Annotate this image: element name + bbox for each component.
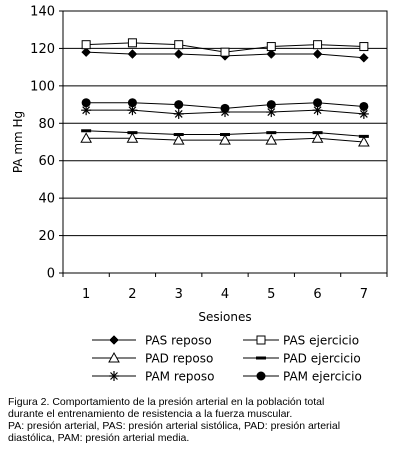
data-point-pad-ejercicio	[312, 131, 323, 135]
plot-frame	[62, 10, 388, 274]
data-point-pad-reposo	[219, 134, 231, 145]
data-point-pam-ejercicio	[81, 98, 91, 108]
data-point-pam-ejercicio	[220, 103, 230, 113]
legend-label-pas-ejercicio: PAS ejercicio	[283, 334, 359, 348]
y-tick-label: 40	[38, 192, 55, 207]
data-point-pas-reposo	[359, 52, 369, 63]
data-point-pas-ejercicio	[127, 38, 137, 48]
data-point-pad-ejercicio	[358, 134, 369, 138]
legend-label-pas-reposo: PAS reposo	[145, 334, 212, 348]
legend-marker-pas-ejercicio	[256, 335, 266, 345]
y-tick-label: 100	[30, 79, 55, 94]
data-point-pad-ejercicio	[127, 131, 138, 135]
y-tick-label: 0	[47, 267, 55, 282]
data-point-pam-ejercicio	[313, 98, 323, 108]
caption-line-1: Figura 2. Comportamiento de la presión a…	[8, 396, 325, 408]
data-point-pas-reposo	[81, 47, 91, 58]
y-tick-label: 20	[38, 229, 55, 244]
data-point-pam-ejercicio	[174, 100, 184, 110]
y-tick-label: 80	[38, 117, 55, 132]
legend-marker-pam-ejercicio	[256, 371, 266, 381]
chart: 0 20 40 60 80 100 120 140 1 2 3 4 5 6 7 Sesiones PA mm H…	[11, 5, 388, 384]
caption-line-2: durante el entrenamiento de resistencia …	[8, 408, 293, 420]
data-point-pad-reposo	[172, 134, 185, 145]
data-point-pas-ejercicio	[220, 47, 230, 57]
data-point-pas-ejercicio	[81, 40, 91, 50]
chart-svg: 0 20 40 60 80 100 120 140 1 2 3 4 5 6 7 Sesiones PA mm H…	[11, 5, 388, 384]
data-point-pas-ejercicio	[313, 40, 323, 50]
legend-label-pam-ejercicio: PAM ejercicio	[283, 370, 362, 384]
data-point-pad-reposo	[265, 134, 278, 145]
caption-line-3: PA: presión arterial, PAS: presión arter…	[8, 420, 341, 432]
data-point-pam-reposo	[173, 108, 184, 119]
legend-marker-pad-reposo	[108, 351, 120, 363]
legend-marker-pas-reposo	[109, 335, 119, 345]
legend-label-pad-ejercicio: PAD ejercicio	[283, 352, 361, 366]
y-tick-label: 140	[30, 5, 55, 20]
x-tick-label: 7	[360, 287, 368, 302]
x-tick-label: 6	[313, 287, 321, 302]
legend-marker-pam-reposo	[109, 371, 119, 381]
data-point-pad-ejercicio	[81, 129, 92, 133]
y-axis-label: PA mm Hg	[11, 111, 25, 173]
data-point-pas-ejercicio	[359, 42, 369, 52]
data-point-pad-ejercicio	[266, 131, 277, 135]
data-point-pas-reposo	[266, 49, 277, 59]
caption-line-4: diastólica, PAM: presión arterial media.	[8, 432, 190, 444]
data-point-pad-ejercicio	[220, 133, 230, 137]
data-point-pas-reposo	[127, 49, 138, 59]
y-tick-label: 60	[38, 154, 55, 169]
data-point-pad-reposo	[311, 132, 324, 143]
y-tick-label: 120	[30, 42, 55, 57]
data-point-pam-ejercicio	[127, 98, 137, 108]
x-axis-label: Sesiones	[198, 310, 251, 324]
legend-label-pam-reposo: PAM reposo	[145, 370, 214, 384]
data-point-pad-reposo	[358, 135, 370, 147]
data-point-pam-ejercicio	[266, 100, 276, 110]
x-tick-label: 2	[128, 287, 136, 302]
data-point-pas-ejercicio	[266, 42, 276, 52]
legend-marker-pad-ejercicio	[256, 356, 266, 360]
x-tick-label: 1	[82, 287, 90, 302]
data-point-pad-reposo	[80, 132, 92, 143]
data-point-pas-reposo	[312, 49, 323, 59]
data-point-pam-ejercicio	[359, 101, 369, 111]
x-tick-label: 5	[267, 287, 275, 302]
x-tick-label: 4	[221, 287, 229, 302]
legend-label-pad-reposo: PAD reposo	[145, 352, 213, 366]
data-point-pas-reposo	[173, 49, 184, 59]
data-point-pad-reposo	[126, 132, 139, 143]
x-tick-label: 3	[175, 287, 183, 302]
figure-caption: Figura 2. Comportamiento de la presión a…	[8, 396, 396, 444]
data-point-pad-ejercicio	[173, 133, 184, 137]
data-point-pas-ejercicio	[174, 40, 184, 50]
